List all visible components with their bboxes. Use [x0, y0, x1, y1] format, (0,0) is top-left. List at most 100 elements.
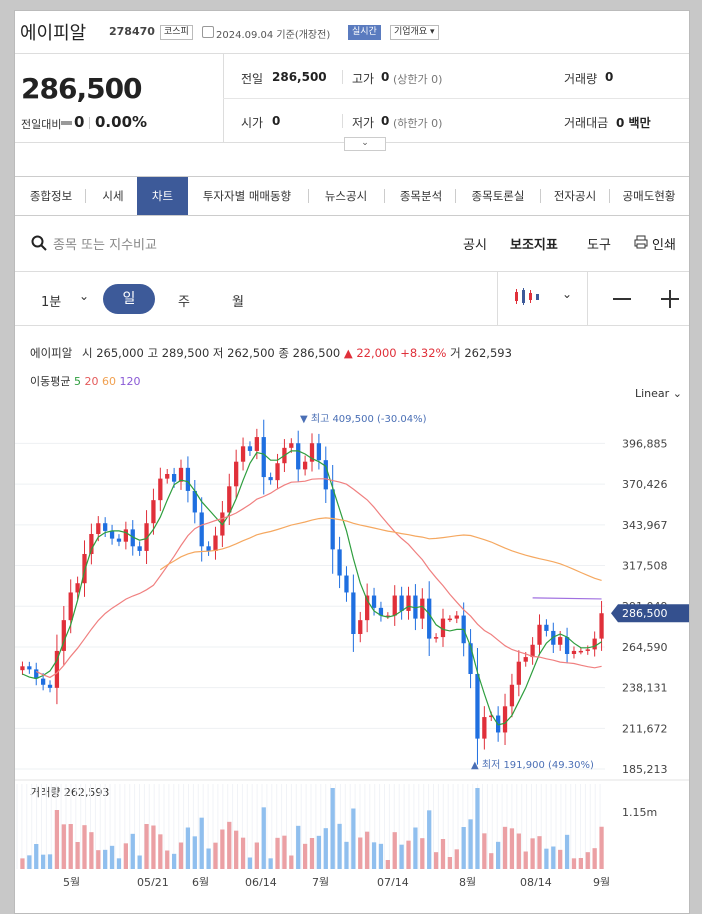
volume-bar [351, 808, 356, 869]
open-label: 시 [81, 346, 93, 360]
period-week-button[interactable]: 주 [178, 295, 190, 310]
candle-body [502, 706, 508, 733]
volume-bar [192, 836, 197, 869]
tab-filings[interactable]: 전자공시 [553, 189, 597, 203]
ma-20[interactable]: 20 [84, 375, 99, 388]
ma-5[interactable]: 5 [73, 375, 81, 388]
candlestick-icon[interactable] [514, 287, 540, 307]
candle-body [482, 717, 487, 739]
candle-body [268, 477, 273, 481]
ma-60[interactable]: 60 [101, 375, 116, 388]
candle-body [206, 546, 211, 551]
period-month-button[interactable]: 월 [232, 295, 244, 310]
volume-bar [89, 832, 94, 869]
tab-summary[interactable]: 종합정보 [29, 189, 73, 203]
ma-120[interactable]: 120 [119, 375, 141, 388]
volume-bar [358, 837, 363, 869]
volume-bar [261, 807, 266, 869]
candle-body [413, 595, 418, 619]
candle-body [309, 443, 315, 462]
candle-body [475, 674, 480, 739]
volume-bar [454, 849, 459, 869]
candle-body [571, 650, 577, 654]
low-value: 0 [381, 114, 390, 128]
candle-body [344, 575, 349, 593]
volume-bar [523, 851, 528, 869]
candle-body [130, 529, 135, 547]
volume-bar [296, 825, 301, 869]
y-tick-label: 317,508 [622, 560, 668, 573]
volume-bar [47, 854, 53, 869]
tab-news[interactable]: 뉴스공시 [324, 189, 368, 203]
x-tick-label: 5월 [63, 876, 80, 886]
volume-bar [151, 825, 156, 869]
indicator-button[interactable]: 보조지표 [510, 238, 558, 253]
candle-body [454, 615, 459, 619]
candle-body [40, 678, 46, 685]
app-frame: 에이피알 278470 코스피 2024.09.04 기준(개장전) 실시간 기… [14, 10, 690, 914]
candle-body [227, 486, 232, 513]
chevron-down-icon[interactable]: ⌄ [562, 287, 573, 301]
x-tick-label: 05/21 [137, 876, 169, 886]
candle-body [420, 598, 425, 619]
volume-label: 거래량 [564, 72, 598, 86]
chevron-down-icon[interactable]: ⌄ [79, 289, 90, 303]
volume-bar [158, 834, 163, 869]
candle-body [75, 583, 80, 593]
realtime-badge[interactable]: 실시간 [348, 25, 381, 40]
candle-body [406, 595, 411, 611]
tab-analysis[interactable]: 종목분석 [399, 189, 443, 203]
volume-bar [551, 846, 556, 869]
volume-bar [20, 858, 25, 869]
divider [308, 189, 309, 203]
volume-bar [61, 824, 66, 869]
candle-body [47, 684, 53, 688]
compare-search-input[interactable]: 종목 또는 지수비교 [53, 238, 157, 253]
candle-body [61, 620, 66, 651]
candle-body [192, 490, 197, 513]
scale-label: Linear [635, 387, 670, 400]
low-label: 저가 [352, 116, 375, 130]
disclosure-button[interactable]: 공시 [463, 238, 487, 253]
close-value: 286,500 [292, 346, 341, 360]
candle-body [247, 446, 253, 451]
ma-label: 이동평균 [30, 375, 71, 388]
period-day-button[interactable]: 일 [103, 284, 155, 314]
market-badge: 코스피 [160, 25, 193, 40]
y-tick-label: 264,590 [622, 641, 668, 654]
volume-bar [578, 858, 584, 869]
volume-bar [365, 831, 370, 869]
scale-select[interactable]: Linear ⌄ [635, 387, 682, 400]
expand-toggle-button[interactable]: ⌄ [344, 137, 386, 151]
zoom-out-icon[interactable] [613, 298, 631, 300]
volume-bar [68, 824, 73, 869]
tab-price[interactable]: 시세 [102, 189, 124, 203]
high-label: 고가 [352, 72, 375, 86]
x-tick-label: 6월 [192, 876, 209, 886]
volume-bar [109, 845, 115, 869]
info-stock-name: 에이피알 [30, 346, 73, 360]
candle-body [54, 650, 60, 688]
tab-discussion[interactable]: 종목토론실 [471, 189, 525, 203]
volume-bar [592, 848, 597, 869]
candle-body [427, 598, 432, 639]
volume-bar [116, 858, 122, 869]
candle-body [82, 554, 87, 584]
change-value: ▲ 22,000 [343, 346, 397, 360]
divider [89, 117, 90, 129]
candle-body [516, 661, 521, 685]
tab-short-selling[interactable]: 공매도현황 [622, 189, 676, 203]
company-overview-button[interactable]: 기업개요 ▾ [390, 25, 439, 40]
volume-bar [344, 841, 349, 869]
price-chart[interactable]: 396,885370,426343,967317,508291,049264,5… [15, 406, 689, 886]
volume-bar [433, 852, 439, 869]
volume-bar [427, 810, 432, 869]
tools-button[interactable]: 도구 [587, 238, 611, 253]
print-button[interactable]: 인쇄 [652, 238, 676, 253]
minute-select[interactable]: 1분 [41, 295, 62, 310]
current-price: 286,500 [21, 72, 143, 105]
volume-bar [440, 839, 446, 869]
tab-investors[interactable]: 투자자별 매매동향 [202, 189, 292, 203]
candle-body [564, 637, 570, 654]
tab-chart[interactable]: 차트 [137, 177, 188, 215]
